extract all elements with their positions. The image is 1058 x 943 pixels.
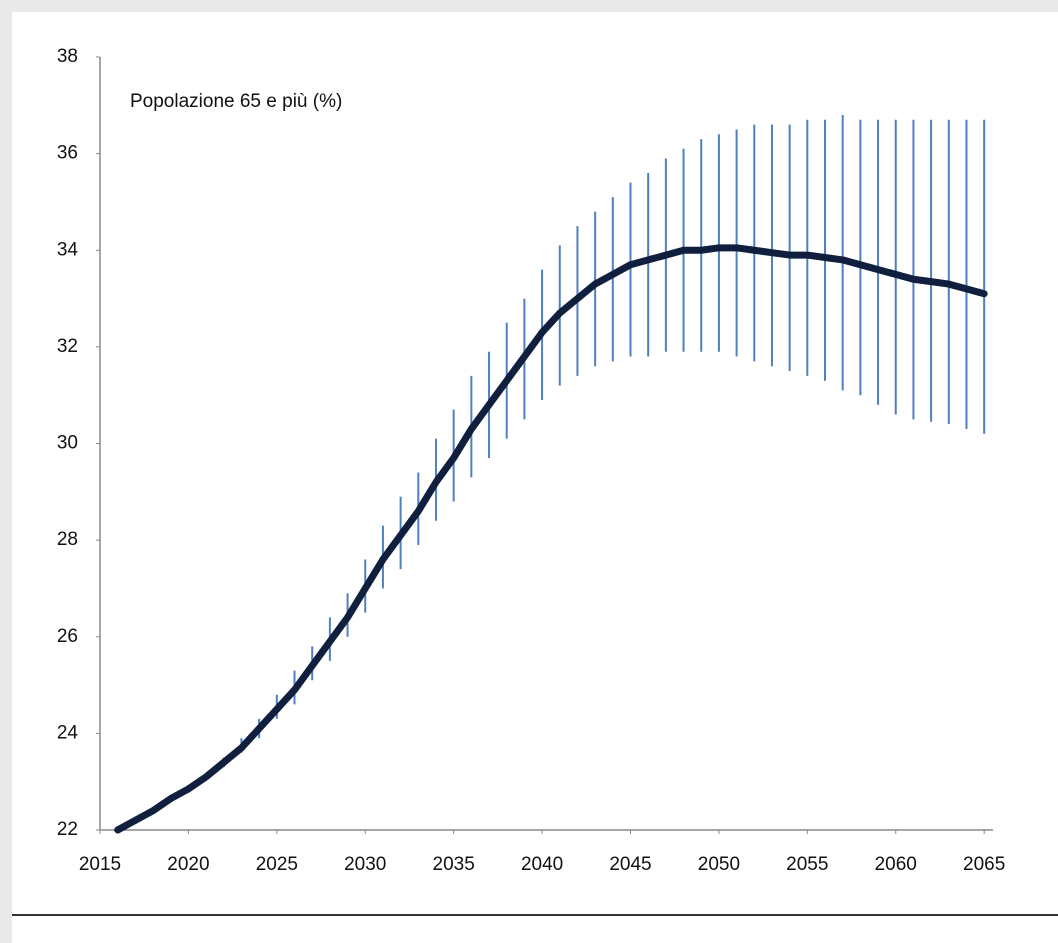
- y-tick-label: 22: [57, 819, 78, 840]
- x-tick-label: 2035: [433, 854, 475, 875]
- y-tick-label: 26: [57, 626, 78, 647]
- x-tick-label: 2045: [609, 854, 651, 875]
- x-tick-label: 2050: [698, 854, 740, 875]
- y-tick-label: 28: [57, 529, 78, 550]
- y-tick-label: 36: [57, 143, 78, 164]
- x-tick-label: 2055: [786, 854, 828, 875]
- x-tick-label: 2065: [963, 854, 1005, 875]
- x-tick-label: 2060: [875, 854, 917, 875]
- y-tick-label: 30: [57, 433, 78, 454]
- x-tick-label: 2025: [256, 854, 298, 875]
- x-tick-label: 2040: [521, 854, 563, 875]
- x-tick-label: 2020: [167, 854, 209, 875]
- y-tick-label: 24: [57, 722, 79, 743]
- y-tick-label: 32: [57, 336, 78, 357]
- x-tick-label: 2015: [79, 854, 121, 875]
- y-tick-label: 34: [57, 239, 79, 260]
- x-tick-label: 2030: [344, 854, 386, 875]
- line: [114, 244, 988, 834]
- chart-title: Popolazione 65 e più (%): [130, 91, 342, 112]
- y-tick-label: 38: [57, 46, 78, 67]
